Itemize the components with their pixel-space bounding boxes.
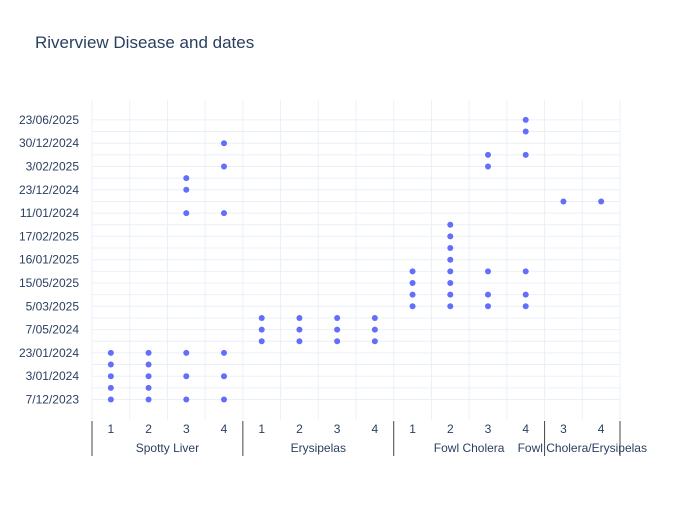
y-tick-label: 23/12/2024 xyxy=(19,183,79,197)
data-point xyxy=(221,349,227,356)
data-point xyxy=(258,314,265,321)
y-tick-label: 17/02/2025 xyxy=(19,229,79,243)
y-tick-label: 23/06/2025 xyxy=(19,113,79,127)
y-tick-label: 11/01/2024 xyxy=(20,206,79,220)
data-point xyxy=(221,373,227,380)
x-tick-label: 4 xyxy=(522,422,529,436)
data-point xyxy=(183,186,190,193)
data-point xyxy=(485,268,491,275)
data-point xyxy=(145,361,152,368)
data-point xyxy=(598,198,605,205)
data-point xyxy=(183,175,190,182)
data-point xyxy=(522,268,529,275)
data-point xyxy=(258,326,265,333)
data-point xyxy=(522,291,529,298)
x-tick-label: 1 xyxy=(258,422,265,436)
data-point xyxy=(107,361,114,368)
data-point xyxy=(371,326,378,333)
data-point xyxy=(107,373,114,380)
data-point xyxy=(183,396,190,403)
data-point xyxy=(334,338,341,345)
data-point xyxy=(485,151,491,158)
x-tick-label: 2 xyxy=(296,422,303,436)
data-point xyxy=(221,210,227,217)
data-point xyxy=(447,245,454,252)
data-point xyxy=(409,303,416,310)
y-tick-label: 15/05/2025 xyxy=(19,276,79,290)
x-tick-label: 4 xyxy=(372,422,379,436)
data-point xyxy=(447,291,454,298)
data-point xyxy=(258,338,265,345)
data-point xyxy=(522,116,529,123)
y-tick-label: 30/12/2024 xyxy=(19,136,79,150)
y-tick-label: 3/02/2025 xyxy=(26,160,80,174)
data-point xyxy=(447,221,454,228)
y-tick-label: 5/03/2025 xyxy=(26,299,80,313)
data-point xyxy=(107,349,114,356)
group-label: Spotty Liver xyxy=(136,441,199,455)
y-tick-label: 23/01/2024 xyxy=(19,346,79,360)
data-point xyxy=(522,303,529,310)
data-point xyxy=(145,384,152,391)
data-point xyxy=(107,396,114,403)
x-tick-label: 3 xyxy=(560,422,567,436)
data-point xyxy=(522,128,529,135)
data-point xyxy=(145,349,152,356)
x-tick-label: 3 xyxy=(334,422,341,436)
data-point xyxy=(296,314,303,321)
data-point xyxy=(371,338,378,345)
x-tick-label: 2 xyxy=(145,422,152,436)
data-point xyxy=(296,338,303,345)
data-point xyxy=(409,291,416,298)
data-point xyxy=(447,268,454,275)
x-tick-label: 3 xyxy=(485,422,492,436)
x-tick-label: 2 xyxy=(447,422,454,436)
group-label: Fowl Cholera xyxy=(434,441,505,455)
x-tick-label: 4 xyxy=(221,422,228,436)
data-point xyxy=(409,280,416,286)
x-tick-label: 1 xyxy=(409,422,416,436)
data-point xyxy=(221,396,227,403)
data-point xyxy=(560,198,567,205)
y-tick-label: 7/05/2024 xyxy=(26,323,80,337)
y-tick-label: 16/01/2025 xyxy=(19,253,79,267)
data-point xyxy=(485,303,491,310)
y-tick-label: 3/01/2024 xyxy=(26,369,80,383)
data-point xyxy=(221,163,227,170)
data-point xyxy=(447,256,454,263)
x-tick-label: 1 xyxy=(108,422,115,436)
data-point xyxy=(107,384,114,391)
data-point xyxy=(447,233,454,240)
x-tick-label: 4 xyxy=(598,422,605,436)
group-label: Erysipelas xyxy=(291,441,346,455)
data-point xyxy=(145,373,152,380)
data-point xyxy=(334,326,341,333)
data-point xyxy=(371,314,378,321)
data-point xyxy=(447,280,454,286)
data-point xyxy=(447,303,454,310)
data-point xyxy=(183,349,190,356)
data-point xyxy=(183,210,190,217)
data-point xyxy=(145,396,152,403)
data-point xyxy=(334,314,341,321)
x-tick-label: 3 xyxy=(183,422,190,436)
chart-title: Riverview Disease and dates xyxy=(35,33,255,52)
data-point xyxy=(485,291,491,298)
data-point xyxy=(183,373,190,380)
data-point xyxy=(221,140,227,147)
data-point xyxy=(409,268,416,275)
data-point xyxy=(296,326,303,333)
group-label: Fowl Cholera/Erysipelas xyxy=(518,441,647,455)
y-tick-label: 7/12/2023 xyxy=(26,393,80,407)
data-point xyxy=(522,151,529,158)
data-point xyxy=(485,163,491,170)
